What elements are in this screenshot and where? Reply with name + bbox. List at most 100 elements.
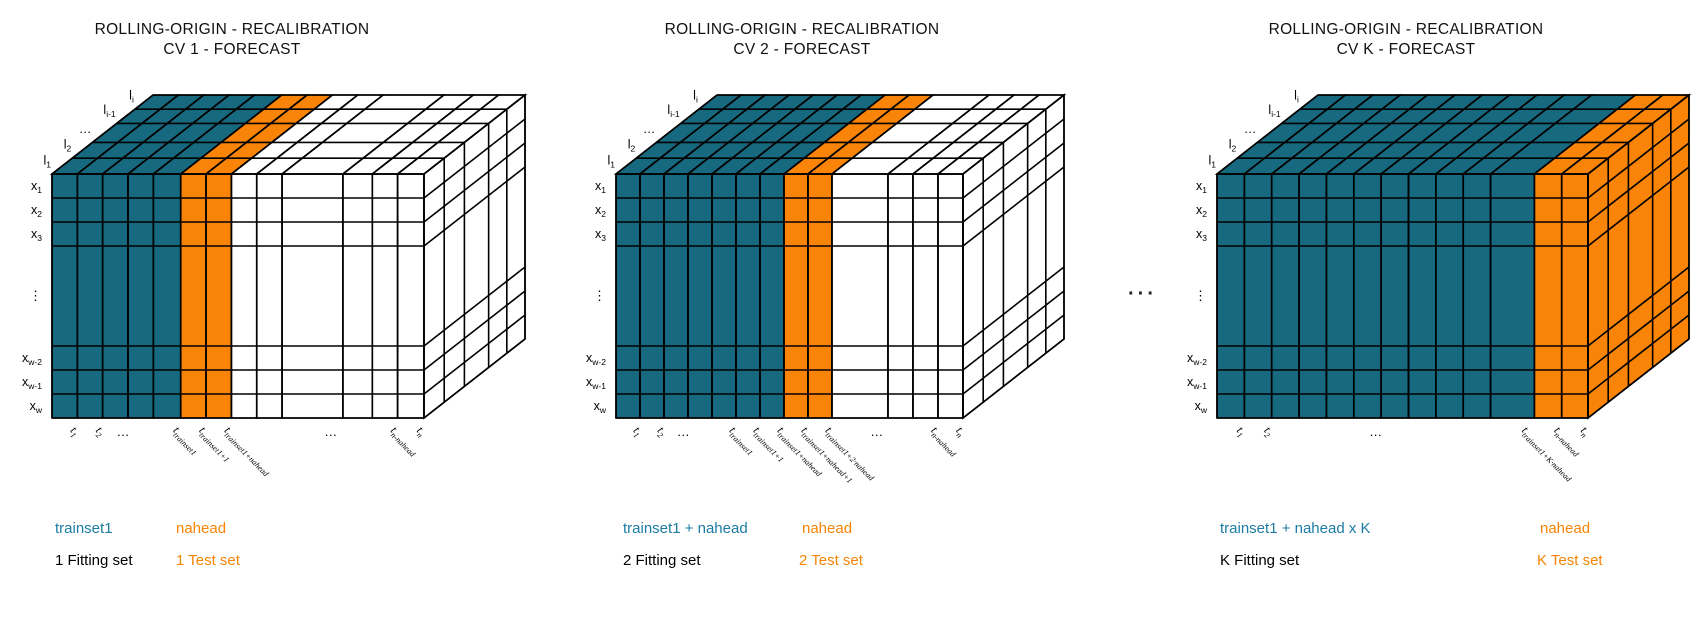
grid-line bbox=[423, 266, 526, 347]
grid-line bbox=[639, 94, 742, 175]
front-face-column-train bbox=[51, 173, 79, 419]
grid-line bbox=[1587, 94, 1690, 175]
time-axis-label: t2 bbox=[1260, 423, 1277, 440]
grid-line bbox=[127, 94, 230, 175]
grid-line bbox=[102, 94, 205, 175]
front-face-column-train bbox=[711, 173, 737, 419]
row-label: x1 bbox=[595, 179, 606, 195]
grid-line bbox=[687, 94, 790, 175]
front-face-column-future bbox=[281, 173, 344, 419]
front-face-column-train bbox=[615, 173, 641, 419]
row-label: xw-1 bbox=[22, 375, 42, 391]
grid-line bbox=[663, 94, 766, 175]
cube-2-legend-trainset: trainset1 + nahead bbox=[623, 520, 748, 537]
time-axis-label: t1 bbox=[629, 423, 646, 440]
depth-label: l2 bbox=[628, 138, 636, 154]
front-face-column-test bbox=[205, 173, 233, 419]
cube-3-title: ROLLING-ORIGIN - RECALIBRATION CV K - FO… bbox=[1176, 20, 1636, 60]
front-face-column-future bbox=[342, 173, 374, 419]
depth-label: … bbox=[1244, 122, 1257, 136]
depth-label: li bbox=[1294, 89, 1299, 105]
grid-line bbox=[1462, 94, 1565, 175]
time-axis-label: tn bbox=[413, 423, 430, 440]
cube-1-title: ROLLING-ORIGIN - RECALIBRATION CV 1 - FO… bbox=[2, 20, 462, 60]
time-axis-label: ttrainset1+nahead bbox=[220, 423, 276, 479]
cube-2-title-line2: CV 2 - FORECAST bbox=[733, 41, 871, 58]
front-face-column-future bbox=[230, 173, 258, 419]
grid-line bbox=[735, 94, 838, 175]
front-face-column-train bbox=[1298, 173, 1328, 419]
row-label: xw-1 bbox=[586, 375, 606, 391]
cube-2-legend-nahead: nahead bbox=[802, 520, 853, 537]
row-label: xw bbox=[30, 399, 43, 415]
grid-line bbox=[962, 94, 1065, 175]
cube-2-legend-fitting-set: 2 Fitting set bbox=[623, 552, 701, 569]
row-label: ⋮ bbox=[1194, 288, 1207, 303]
cube-3-legend-trainset: trainset1 + nahead x K bbox=[1220, 520, 1371, 537]
grid-line bbox=[423, 314, 526, 395]
front-face-column-future bbox=[396, 173, 425, 419]
front-face-column-train bbox=[687, 173, 713, 419]
front-face-column-future bbox=[937, 173, 964, 419]
front-face-column-test bbox=[807, 173, 833, 419]
cube-1-legend-test-set: 1 Test set bbox=[176, 552, 240, 569]
cube-3-legend-nahead: nahead bbox=[1540, 520, 1591, 537]
front-face-column-train bbox=[1462, 173, 1492, 419]
row-label: x2 bbox=[595, 203, 606, 219]
grid-line bbox=[423, 94, 526, 175]
front-face-column-train bbox=[759, 173, 785, 419]
row-label: x3 bbox=[31, 227, 42, 243]
grid-line bbox=[1353, 94, 1456, 175]
grid-line bbox=[1380, 94, 1483, 175]
row-label: xw-2 bbox=[22, 351, 42, 367]
grid-line bbox=[230, 94, 333, 175]
front-face-column-future bbox=[831, 173, 889, 419]
time-axis-ellipsis: … bbox=[870, 424, 883, 439]
grid-line bbox=[342, 94, 445, 175]
grid-line bbox=[1298, 94, 1401, 175]
grid-line bbox=[807, 94, 910, 175]
row-label: x2 bbox=[31, 203, 42, 219]
cube-3-title-line1: ROLLING-ORIGIN - RECALIBRATION bbox=[1268, 21, 1544, 38]
cube-2-title: ROLLING-ORIGIN - RECALIBRATION CV 2 - FO… bbox=[572, 20, 1032, 60]
cube-2 bbox=[613, 93, 1067, 420]
time-axis-label: t2 bbox=[92, 423, 109, 440]
front-face-column-train bbox=[1380, 173, 1410, 419]
depth-label: l2 bbox=[64, 138, 72, 154]
grid-line bbox=[1587, 290, 1690, 371]
front-face-column-train bbox=[1489, 173, 1536, 419]
grid-line bbox=[1243, 94, 1346, 175]
front-face-column-train bbox=[1407, 173, 1437, 419]
grid-line bbox=[423, 290, 526, 371]
depth-label: li bbox=[129, 89, 134, 105]
cube-1-legend-nahead: nahead bbox=[176, 520, 227, 537]
row-label: x1 bbox=[31, 179, 42, 195]
time-axis-label: t1 bbox=[66, 423, 83, 440]
row-label: x1 bbox=[1196, 179, 1207, 195]
grid-line bbox=[423, 118, 526, 199]
depth-label: l2 bbox=[1229, 138, 1237, 154]
grid-line bbox=[783, 94, 886, 175]
time-axis-label: tn bbox=[1577, 423, 1594, 440]
front-face-column-train bbox=[1435, 173, 1465, 419]
grid-line bbox=[962, 166, 1065, 247]
grid-line bbox=[711, 94, 814, 175]
front-face-column-train bbox=[1243, 173, 1273, 419]
grid-line bbox=[962, 118, 1065, 199]
depth-label: li bbox=[693, 89, 698, 105]
time-axis-ellipsis: … bbox=[1369, 424, 1382, 439]
grid-line bbox=[180, 94, 283, 175]
depth-label: li-1 bbox=[667, 103, 680, 119]
grid-line bbox=[1490, 94, 1593, 175]
time-axis-label: t1 bbox=[1233, 423, 1250, 440]
row-label: x3 bbox=[1196, 227, 1207, 243]
depth-label: … bbox=[643, 122, 656, 136]
time-axis-ellipsis: … bbox=[677, 424, 690, 439]
front-face-column-train bbox=[76, 173, 104, 419]
cube-3-title-line2: CV K - FORECAST bbox=[1336, 41, 1476, 58]
grid-line bbox=[1587, 118, 1690, 199]
grid-line bbox=[256, 94, 359, 175]
depth-label: l1 bbox=[608, 153, 616, 169]
grid-line bbox=[281, 94, 384, 175]
